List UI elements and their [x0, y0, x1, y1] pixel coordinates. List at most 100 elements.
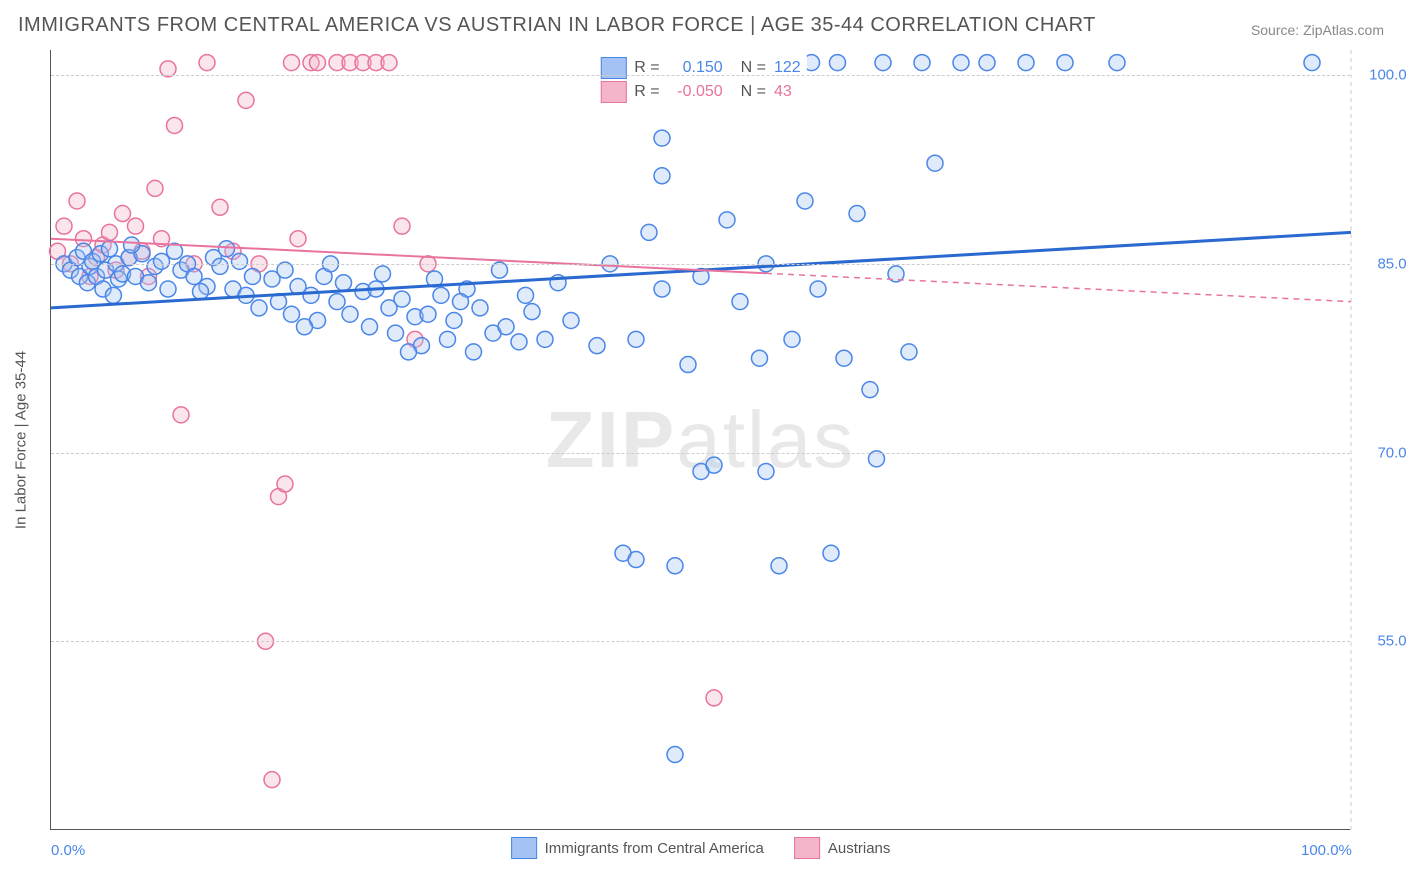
scatter-point-a	[124, 237, 140, 253]
scatter-point-a	[875, 55, 891, 71]
scatter-point-a	[193, 284, 209, 300]
scatter-point-a	[830, 55, 846, 71]
scatter-point-a	[654, 130, 670, 146]
scatter-point-a	[141, 275, 157, 291]
gridline-h	[51, 264, 1350, 265]
scatter-point-a	[420, 306, 436, 322]
swatch-b	[600, 81, 626, 103]
legend-item-a: Immigrants from Central America	[511, 837, 764, 859]
scatter-point-a	[212, 258, 228, 274]
y-axis-label: In Labor Force | Age 35-44	[13, 350, 30, 528]
scatter-point-a	[1304, 55, 1320, 71]
scatter-point-a	[537, 331, 553, 347]
scatter-point-b	[264, 772, 280, 788]
legend-item-b: Austrians	[794, 837, 891, 859]
scatter-point-a	[758, 463, 774, 479]
swatch-a-bottom	[511, 837, 537, 859]
scatter-point-a	[245, 268, 261, 284]
scatter-point-a	[628, 331, 644, 347]
scatter-point-b	[238, 92, 254, 108]
scatter-point-a	[1018, 55, 1034, 71]
scatter-point-b	[277, 476, 293, 492]
scatter-point-b	[381, 55, 397, 71]
legend-n-value-b: 43	[774, 83, 792, 101]
scatter-point-a	[518, 287, 534, 303]
gridline-h	[51, 75, 1350, 76]
scatter-point-a	[589, 338, 605, 354]
scatter-point-a	[251, 300, 267, 316]
scatter-point-a	[654, 281, 670, 297]
scatter-point-a	[849, 206, 865, 222]
chart-svg	[51, 50, 1351, 830]
scatter-point-b	[310, 55, 326, 71]
scatter-point-a	[752, 350, 768, 366]
scatter-point-a	[862, 382, 878, 398]
gridline-h	[51, 453, 1350, 454]
scatter-point-a	[433, 287, 449, 303]
x-tick-label: 0.0%	[51, 842, 85, 859]
y-tick-label: 85.0%	[1360, 255, 1406, 272]
scatter-point-b	[706, 690, 722, 706]
scatter-point-b	[167, 117, 183, 133]
scatter-point-b	[147, 180, 163, 196]
scatter-point-a	[219, 241, 235, 257]
scatter-point-a	[667, 558, 683, 574]
scatter-point-a	[336, 275, 352, 291]
chart-title: IMMIGRANTS FROM CENTRAL AMERICA VS AUSTR…	[18, 14, 1096, 37]
scatter-point-a	[706, 457, 722, 473]
legend-label-a: Immigrants from Central America	[545, 840, 764, 857]
legend-r-label-b: R =	[634, 83, 659, 101]
source-attribution: Source: ZipAtlas.com	[1251, 22, 1384, 38]
scatter-point-b	[173, 407, 189, 423]
regression-line-b-dashed	[766, 273, 1351, 301]
scatter-point-a	[1057, 55, 1073, 71]
scatter-point-a	[836, 350, 852, 366]
plot-area: In Labor Force | Age 35-44 ZIPatlas R = …	[50, 50, 1350, 830]
scatter-point-a	[375, 266, 391, 282]
scatter-point-a	[628, 552, 644, 568]
scatter-point-b	[394, 218, 410, 234]
scatter-point-a	[797, 193, 813, 209]
scatter-point-a	[641, 224, 657, 240]
scatter-point-a	[927, 155, 943, 171]
scatter-point-b	[102, 224, 118, 240]
scatter-point-b	[284, 55, 300, 71]
y-tick-label: 100.0%	[1360, 67, 1406, 84]
scatter-point-a	[914, 55, 930, 71]
scatter-point-a	[362, 319, 378, 335]
scatter-point-b	[212, 199, 228, 215]
x-tick-label: 100.0%	[1301, 842, 1352, 859]
legend-label-b: Austrians	[828, 840, 891, 857]
scatter-point-a	[654, 168, 670, 184]
swatch-b-bottom	[794, 837, 820, 859]
scatter-point-b	[56, 218, 72, 234]
scatter-point-a	[953, 55, 969, 71]
scatter-point-a	[232, 253, 248, 269]
scatter-point-a	[511, 334, 527, 350]
y-tick-label: 55.0%	[1360, 633, 1406, 650]
scatter-point-a	[563, 312, 579, 328]
scatter-point-a	[667, 747, 683, 763]
scatter-point-a	[160, 281, 176, 297]
legend-row-b: R = -0.050 N = 43	[600, 81, 800, 103]
scatter-point-a	[446, 312, 462, 328]
scatter-point-b	[128, 218, 144, 234]
scatter-point-a	[732, 294, 748, 310]
source-prefix: Source:	[1251, 22, 1303, 38]
scatter-point-a	[680, 357, 696, 373]
scatter-point-a	[388, 325, 404, 341]
scatter-point-a	[784, 331, 800, 347]
scatter-point-a	[524, 304, 540, 320]
scatter-point-b	[115, 206, 131, 222]
scatter-point-a	[823, 545, 839, 561]
legend-series: Immigrants from Central America Austrian…	[511, 837, 891, 859]
legend-stats: R = 0.150 N = 122 R = -0.050 N = 43	[594, 55, 806, 105]
source-name: ZipAtlas.com	[1303, 22, 1384, 38]
y-tick-label: 70.0%	[1360, 444, 1406, 461]
scatter-point-a	[394, 291, 410, 307]
scatter-point-a	[719, 212, 735, 228]
scatter-point-a	[466, 344, 482, 360]
scatter-point-a	[453, 294, 469, 310]
scatter-point-a	[440, 331, 456, 347]
scatter-point-a	[472, 300, 488, 316]
